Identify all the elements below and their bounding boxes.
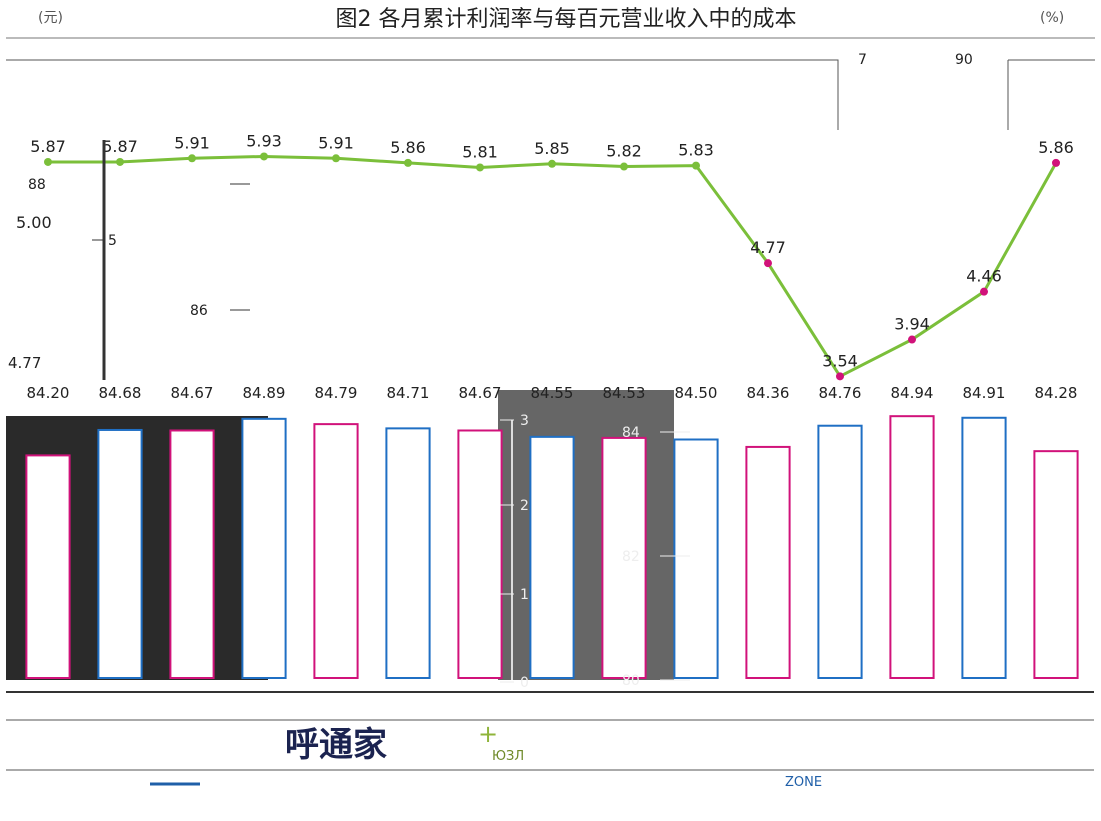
bar-value-label: 84.76 xyxy=(819,384,862,402)
bar-value-label: 84.53 xyxy=(603,384,646,402)
data-labels: 84.20 84.68 84.67 84.89 84.79 84.71 84.67 84.55… xyxy=(27,131,1078,402)
bar xyxy=(1033,450,1079,679)
line-point xyxy=(404,158,412,167)
logo-text: 呼通家 xyxy=(285,725,387,765)
bar xyxy=(169,429,215,679)
extra-label-left-lower: 4.77 xyxy=(8,354,41,372)
line-point xyxy=(332,154,340,163)
line-point xyxy=(980,287,988,296)
bar xyxy=(961,416,1007,679)
bar-value-label: 84.28 xyxy=(1035,384,1078,402)
line-point xyxy=(116,157,124,166)
line-value-label: 5.87 xyxy=(102,137,138,156)
bar-value-label: 84.20 xyxy=(27,384,70,402)
bar-value-label: 84.94 xyxy=(891,384,934,402)
right-axis-tick-label: 84 xyxy=(622,425,640,441)
bar xyxy=(241,417,287,679)
line-value-label: 5.86 xyxy=(390,138,426,157)
bar xyxy=(817,424,863,679)
bar xyxy=(601,436,647,679)
bar-value-label: 84.50 xyxy=(675,384,718,402)
bar xyxy=(889,415,935,679)
bar xyxy=(745,445,791,680)
right-axis-tick-label: 88 xyxy=(28,177,46,193)
bar-value-label: 84.71 xyxy=(387,384,430,402)
website-text: ZONE xyxy=(785,775,822,790)
line-value-label: 5.91 xyxy=(174,133,210,152)
bar-series xyxy=(25,415,1079,680)
right-axis-tick-label: 86 xyxy=(190,303,208,319)
mid-left-axis-tick-label: 1 xyxy=(520,587,529,603)
line-value-label: 5.85 xyxy=(534,139,570,158)
line-point xyxy=(1052,158,1060,167)
mid-left-axis-tick-label: 3 xyxy=(520,413,529,429)
bar-value-label: 84.79 xyxy=(315,384,358,402)
line-value-label: 5.82 xyxy=(606,142,642,161)
legend-box xyxy=(6,59,839,130)
line-point xyxy=(692,161,700,170)
extra-label-left: 5.00 xyxy=(16,213,52,232)
left-axis-tick-label: 5 xyxy=(108,233,117,249)
chart-title: 图2 各月累计利润率与每百元营业收入中的成本 xyxy=(336,7,797,32)
bar xyxy=(673,438,719,679)
bar xyxy=(97,428,143,679)
line-point xyxy=(836,372,844,381)
line-point xyxy=(260,152,268,161)
line-value-label: 3.54 xyxy=(822,351,858,370)
line-value-label: 5.81 xyxy=(462,142,498,161)
line-point xyxy=(548,159,556,168)
mid-left-axis-tick-label: 0 xyxy=(520,675,529,691)
line-value-label: 5.83 xyxy=(678,141,714,160)
mid-left-axis-tick-label: 2 xyxy=(520,498,529,514)
bar-value-label: 84.36 xyxy=(747,384,790,402)
logo-subtext: ЮЗЛ xyxy=(492,749,524,764)
line-value-label: 5.93 xyxy=(246,131,282,150)
line-value-label: 5.86 xyxy=(1038,138,1074,157)
bar-value-label: 84.91 xyxy=(963,384,1006,402)
bar xyxy=(313,423,359,679)
bar-value-label: 84.89 xyxy=(243,384,286,402)
bar xyxy=(457,429,503,679)
line-series-path xyxy=(48,154,1058,379)
legend-fragment-2: 90 xyxy=(955,52,973,68)
line-point xyxy=(44,157,52,166)
axes: 5 3 2 1 0 88 86 84 82 80 xyxy=(28,140,690,691)
line-value-label: 5.87 xyxy=(30,137,66,156)
line-value-label: 4.46 xyxy=(966,267,1002,286)
legend-fragment-1: 7 xyxy=(858,52,867,68)
plot-panel-mid xyxy=(498,390,674,680)
line-series xyxy=(44,152,1060,381)
bar-value-label: 84.67 xyxy=(459,384,502,402)
right-axis-tick-label: 82 xyxy=(622,549,640,565)
bar-value-label: 84.55 xyxy=(531,384,574,402)
source-strip xyxy=(6,690,1094,786)
line-point xyxy=(476,163,484,172)
line-value-label: 3.94 xyxy=(894,315,930,334)
bar xyxy=(25,454,71,679)
line-point xyxy=(764,259,772,268)
bar-value-label: 84.67 xyxy=(171,384,214,402)
logo-plus-icon: + xyxy=(478,720,498,748)
line-point xyxy=(908,335,916,344)
left-unit-label: (元) xyxy=(38,10,63,26)
line-point xyxy=(620,162,628,171)
line-value-label: 5.91 xyxy=(318,133,354,152)
right-unit-label: (%) xyxy=(1040,10,1064,26)
line-point xyxy=(188,154,196,163)
bar xyxy=(529,435,575,679)
line-value-label: 4.77 xyxy=(750,238,786,257)
bar-value-label: 84.68 xyxy=(99,384,142,402)
right-axis-tick-label: 80 xyxy=(622,673,640,689)
bar xyxy=(385,427,431,679)
